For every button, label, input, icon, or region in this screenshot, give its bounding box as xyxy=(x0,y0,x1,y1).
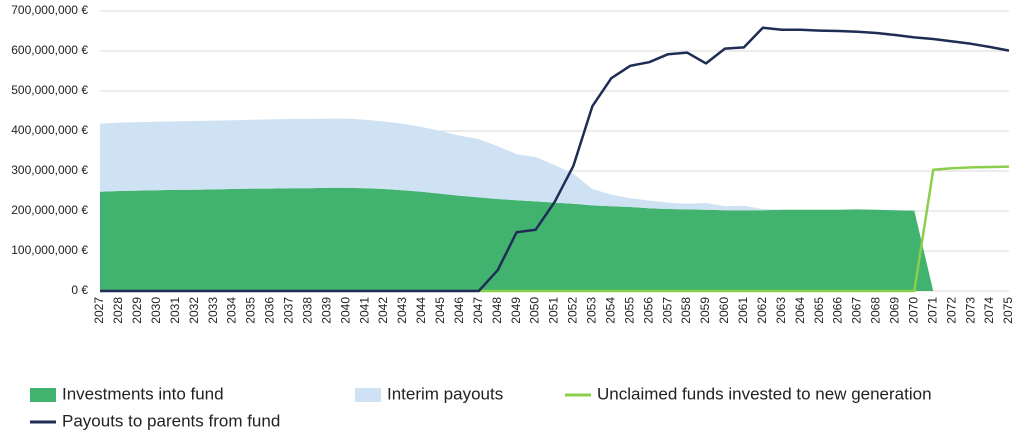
line xyxy=(100,26,1010,293)
y-tick-label: 700,000,000 € xyxy=(11,3,88,17)
y-tick-label: 300,000,000 € xyxy=(11,163,88,177)
x-tick-label: 2072 xyxy=(944,297,958,324)
x-tick-label: 2062 xyxy=(755,297,769,324)
x-tick-label: 2031 xyxy=(168,297,182,324)
y-tick-label: 500,000,000 € xyxy=(11,83,88,97)
y-tick-label: 100,000,000 € xyxy=(11,243,88,257)
y-tick-label: 200,000,000 € xyxy=(11,203,88,217)
x-tick-label: 2046 xyxy=(452,297,466,324)
area xyxy=(100,118,1009,291)
x-tick-label: 2059 xyxy=(698,297,712,324)
x-tick-label: 2037 xyxy=(282,297,296,324)
legend-label: Investments into fund xyxy=(62,384,224,403)
x-tick-label: 2029 xyxy=(130,297,144,324)
x-tick-label: 2044 xyxy=(414,297,428,324)
legend-label: Payouts to parents from fund xyxy=(62,411,280,430)
x-tick-label: 2032 xyxy=(187,297,201,324)
x-tick-label: 2050 xyxy=(528,297,542,324)
x-tick-label: 2067 xyxy=(850,297,864,324)
x-tick-label: 2030 xyxy=(149,297,163,324)
x-tick-label: 2066 xyxy=(831,297,845,324)
x-tick-label: 2035 xyxy=(244,297,258,324)
x-tick-label: 2070 xyxy=(906,297,920,324)
x-tick-label: 2047 xyxy=(471,297,485,324)
area xyxy=(100,187,1009,291)
x-tick-label: 2065 xyxy=(812,297,826,324)
x-tick-label: 2054 xyxy=(603,297,617,324)
y-tick-label: 400,000,000 € xyxy=(11,123,88,137)
x-tick-label: 2028 xyxy=(111,297,125,324)
x-tick-label: 2038 xyxy=(300,297,314,324)
legend-label: Unclaimed funds invested to new generati… xyxy=(597,384,932,403)
x-tick-label: 2064 xyxy=(793,297,807,324)
x-tick-label: 2053 xyxy=(585,297,599,324)
x-tick-label: 2061 xyxy=(736,297,750,324)
x-tick-label: 2027 xyxy=(92,297,106,324)
x-tick-label: 2043 xyxy=(395,297,409,324)
x-tick-label: 2057 xyxy=(660,297,674,324)
x-tick-label: 2056 xyxy=(641,297,655,324)
x-tick-label: 2048 xyxy=(490,297,504,324)
x-tick-label: 2039 xyxy=(319,297,333,324)
x-tick-label: 2049 xyxy=(509,297,523,324)
x-tick-label: 2068 xyxy=(869,297,883,324)
legend-swatch xyxy=(355,388,381,402)
line xyxy=(478,165,1010,293)
x-tick-label: 2041 xyxy=(357,297,371,324)
x-tick-label: 2074 xyxy=(982,297,996,324)
x-tick-label: 2034 xyxy=(225,297,239,324)
x-tick-label: 2058 xyxy=(679,297,693,324)
x-tick-label: 2063 xyxy=(774,297,788,324)
y-tick-label: 600,000,000 € xyxy=(11,43,88,57)
x-tick-label: 2036 xyxy=(263,297,277,324)
x-tick-label: 2071 xyxy=(925,297,939,324)
legend-swatch xyxy=(30,388,56,402)
x-tick-label: 2075 xyxy=(1001,297,1015,324)
legend-label: Interim payouts xyxy=(387,384,503,403)
y-tick-label: 0 € xyxy=(71,283,88,297)
x-tick-label: 2042 xyxy=(376,297,390,324)
x-tick-label: 2051 xyxy=(547,297,561,324)
x-tick-label: 2033 xyxy=(206,297,220,324)
x-tick-label: 2040 xyxy=(338,297,352,324)
x-tick-label: 2052 xyxy=(566,297,580,324)
x-tick-label: 2060 xyxy=(717,297,731,324)
x-tick-label: 2055 xyxy=(622,297,636,324)
x-tick-label: 2073 xyxy=(963,297,977,324)
x-tick-label: 2069 xyxy=(888,297,902,324)
x-tick-label: 2045 xyxy=(433,297,447,324)
